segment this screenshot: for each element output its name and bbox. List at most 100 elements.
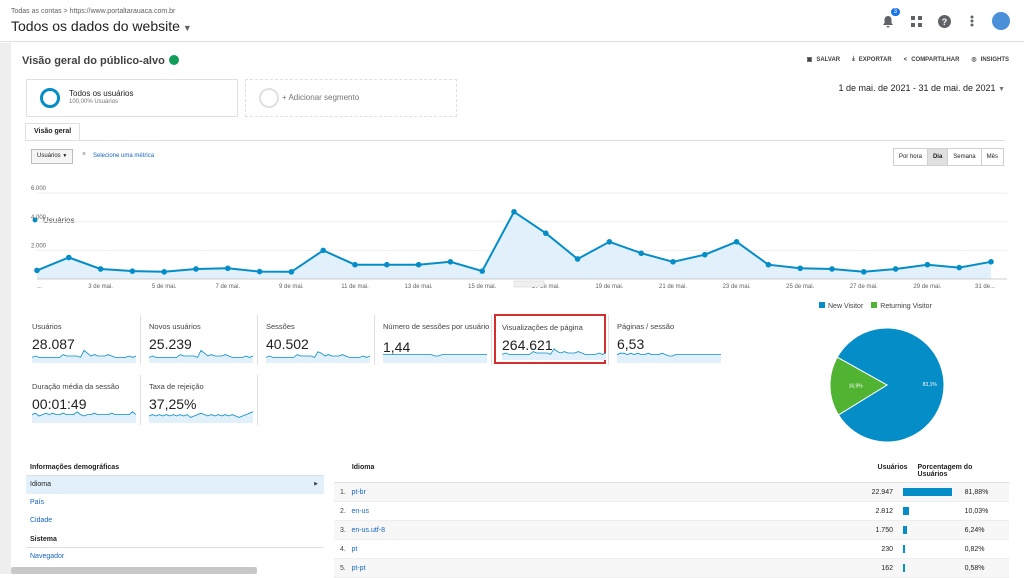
demo-item-city[interactable]: Cidade [30, 517, 53, 524]
data-point [892, 266, 899, 272]
table-row: 4. pt 230 0,82% [334, 540, 1009, 559]
export-icon: ⤓ [852, 56, 855, 62]
language-link[interactable]: pt [351, 545, 358, 553]
kpi-grid: Usuários 28.087 Novos usuários 25.239 Sessõe… [26, 314, 826, 465]
data-point [861, 269, 867, 275]
kpi-tile[interactable]: Visualizações de página 264.621 [494, 314, 606, 364]
metric-selector[interactable]: Usuários ▼ [31, 149, 74, 164]
y-tick-label: 4.000 [31, 215, 47, 221]
add-segment-label: + Adicionar segmento [282, 93, 360, 102]
language-link[interactable]: pt-pt [351, 564, 366, 572]
x-tick-label: 27 de mai. [850, 284, 878, 290]
demo-item-language[interactable]: Idioma ▶ [26, 476, 324, 494]
pie-slice-label: 83,1% [923, 382, 938, 388]
x-tick-label: 15 de mai. [468, 284, 496, 290]
report-content: Visão geral do público-alvo ▣ SALVAR ⤓ EXP… [11, 43, 1019, 578]
period-weekly[interactable]: Semana [947, 148, 982, 166]
export-button[interactable]: ⤓ EXPORTAR [852, 56, 892, 63]
legend-new-visitor: New Visitor [819, 302, 863, 310]
top-bar: Todas as contas > https://www.portaltara… [0, 0, 1024, 42]
period-monthly[interactable]: Mês [980, 148, 1004, 166]
property-selector[interactable]: Todos os dados do website ▼ [11, 18, 192, 34]
data-point [702, 251, 708, 258]
kpi-label: Duração média da sessão [32, 382, 120, 391]
system-heading: Sistema [26, 532, 324, 548]
kpi-label: Novos usuários [149, 322, 201, 331]
data-point [66, 254, 72, 261]
x-tick-label: 9 de mai. [279, 284, 304, 290]
apps-grid-icon[interactable] [908, 13, 924, 29]
language-table: Idioma Usuários Porcentagem do Usuários … [334, 460, 1009, 578]
chart-legend: Usuários [32, 216, 75, 225]
language-link[interactable]: pt-br [351, 488, 366, 496]
visitor-pie-chart: 83,1% 16,9% [829, 327, 945, 443]
kpi-tile[interactable]: Novos usuários 25.239 [143, 315, 255, 365]
data-point [384, 261, 390, 268]
data-point [447, 259, 454, 265]
kpi-tile[interactable]: Taxa de rejeição 37,25% [143, 375, 255, 425]
kpi-value: 40.502 [266, 336, 309, 352]
kpi-divider [491, 315, 492, 365]
horizontal-scrollbar[interactable] [11, 567, 257, 574]
x-tick-label: 7 de mai. [215, 284, 240, 290]
data-point [97, 266, 104, 272]
segment-name: Todos os usuários [69, 89, 134, 98]
share-bar [903, 488, 961, 496]
more-vert-icon[interactable] [964, 13, 980, 29]
pie-slice [829, 356, 888, 416]
save-button[interactable]: ▣ SALVAR [806, 56, 841, 64]
date-range-picker[interactable]: 1 de mai. de 2021 - 31 de mai. de 2021 ▼ [838, 83, 1005, 93]
table-row: 5. pt-pt 162 0,58% [334, 559, 1009, 578]
row-pct: 0,58% [964, 564, 985, 572]
kpi-tile[interactable]: Sessões 40.502 [260, 315, 372, 365]
tab-overview[interactable]: Visão geral [25, 123, 81, 141]
period-daily[interactable]: Dia [926, 148, 949, 166]
data-point [956, 264, 962, 271]
kpi-tile[interactable]: Páginas / sessão 6,53 [611, 315, 723, 365]
kpi-sparkline [149, 411, 253, 423]
user-avatar[interactable] [992, 12, 1010, 30]
data-point [543, 230, 549, 237]
col-users: Usuários [877, 464, 908, 471]
kpi-tile[interactable]: Número de sessões por usuário 1,44 [377, 315, 489, 365]
language-link[interactable]: en-us.utf-8 [351, 526, 385, 534]
x-tick-label: 29 de mai. [913, 284, 941, 290]
data-point [829, 266, 835, 272]
kpi-divider [140, 375, 141, 425]
data-point [606, 239, 613, 245]
language-link[interactable]: en-us [351, 507, 370, 515]
add-segment-button[interactable]: + Adicionar segmento [245, 79, 457, 117]
kpi-label: Usuários [32, 322, 62, 331]
share-button[interactable]: < COMPARTILHAR [903, 56, 960, 63]
x-tick-label: 21 de mai. [659, 284, 687, 290]
kpi-sparkline [502, 348, 606, 360]
data-point [511, 208, 517, 215]
segment-all-users[interactable]: Todos os usuários 100,00% Usuários [26, 79, 238, 117]
demographics-heading: Informações demográficas [26, 460, 324, 476]
share-bar-fill [903, 488, 953, 496]
col-pct: Porcentagem do Usuários [917, 464, 973, 478]
period-hourly[interactable]: Por hora [892, 148, 928, 166]
kpi-value: 37,25% [149, 396, 197, 412]
breadcrumb[interactable]: Todas as contas > https://www.portaltara… [11, 8, 176, 15]
kpi-tile[interactable]: Usuários 28.087 [26, 315, 138, 365]
help-icon[interactable]: ? [936, 13, 952, 29]
segment-ring-icon [40, 88, 60, 108]
insights-button[interactable]: ◎ INSIGHTS [971, 56, 1009, 64]
notifications-bell-icon[interactable]: 3 [880, 8, 900, 29]
share-icon: < [903, 56, 908, 63]
data-point [193, 266, 199, 272]
select-metric-link[interactable]: Selecione uma métrica [93, 153, 155, 159]
demo-item-browser[interactable]: Navegador [30, 553, 65, 560]
demo-item-country[interactable]: País [30, 499, 45, 506]
kpi-tile[interactable]: Duração média da sessão 00:01:49 [26, 375, 138, 425]
kpi-value: 264.621 [502, 337, 553, 353]
kpi-divider [257, 315, 258, 365]
kpi-value: 25.239 [149, 336, 192, 352]
kpi-sparkline [383, 354, 487, 363]
x-tick-label: ... [37, 284, 42, 290]
data-point [288, 269, 295, 275]
kpi-value: 6,53 [617, 336, 645, 352]
save-icon: ▣ [806, 57, 813, 63]
chart-resize-handle [513, 280, 545, 288]
